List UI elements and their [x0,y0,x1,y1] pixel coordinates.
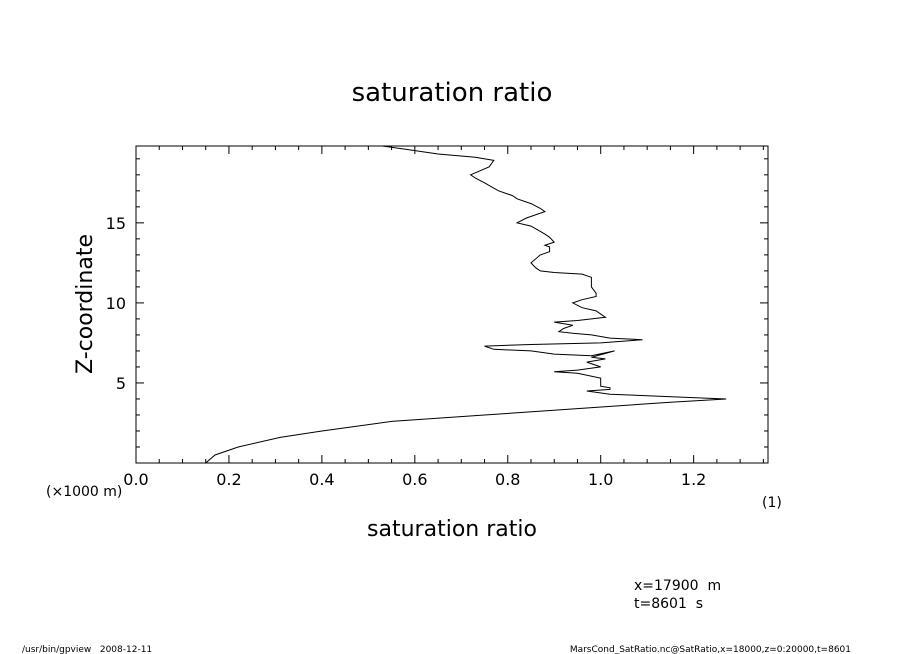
x-axis-label: saturation ratio [367,517,537,542]
y-tick-label: 5 [116,374,126,393]
plot-frame [135,145,769,464]
footer-left: /usr/bin/gpview 2008-12-11 [22,645,152,654]
plot-border [135,145,769,464]
series-line-saturation-ratio [205,145,727,464]
x-tick-label: 0.0 [123,470,148,489]
footer-right: MarsCond_SatRatio.nc@SatRatio,x=18000,z=… [570,645,851,654]
y-axis-label: Z-coordinate [73,234,98,374]
x-tick-label: 0.6 [402,470,427,489]
x-tick-label: 0.4 [309,470,334,489]
x-tick-labels: 0.0 0.2 0.4 0.6 0.8 1.0 1.2 [123,470,706,489]
y-tick-label: 10 [106,294,126,313]
y-tick-label: 15 [106,214,126,233]
info-time: t=8601 s [634,596,703,612]
y-tick-labels: 5 10 15 [106,214,126,393]
chart-title: saturation ratio [352,78,553,108]
y-unit-label: (×1000 m) [46,484,122,500]
x-tick-label: 0.8 [495,470,520,489]
x-tick-label: 1.2 [681,470,706,489]
x-unit-label: (1) [762,495,782,511]
info-x-position: x=17900 m [634,578,721,594]
x-tick-label: 0.2 [216,470,241,489]
tick-marks [135,146,768,463]
x-tick-label: 1.0 [588,470,613,489]
